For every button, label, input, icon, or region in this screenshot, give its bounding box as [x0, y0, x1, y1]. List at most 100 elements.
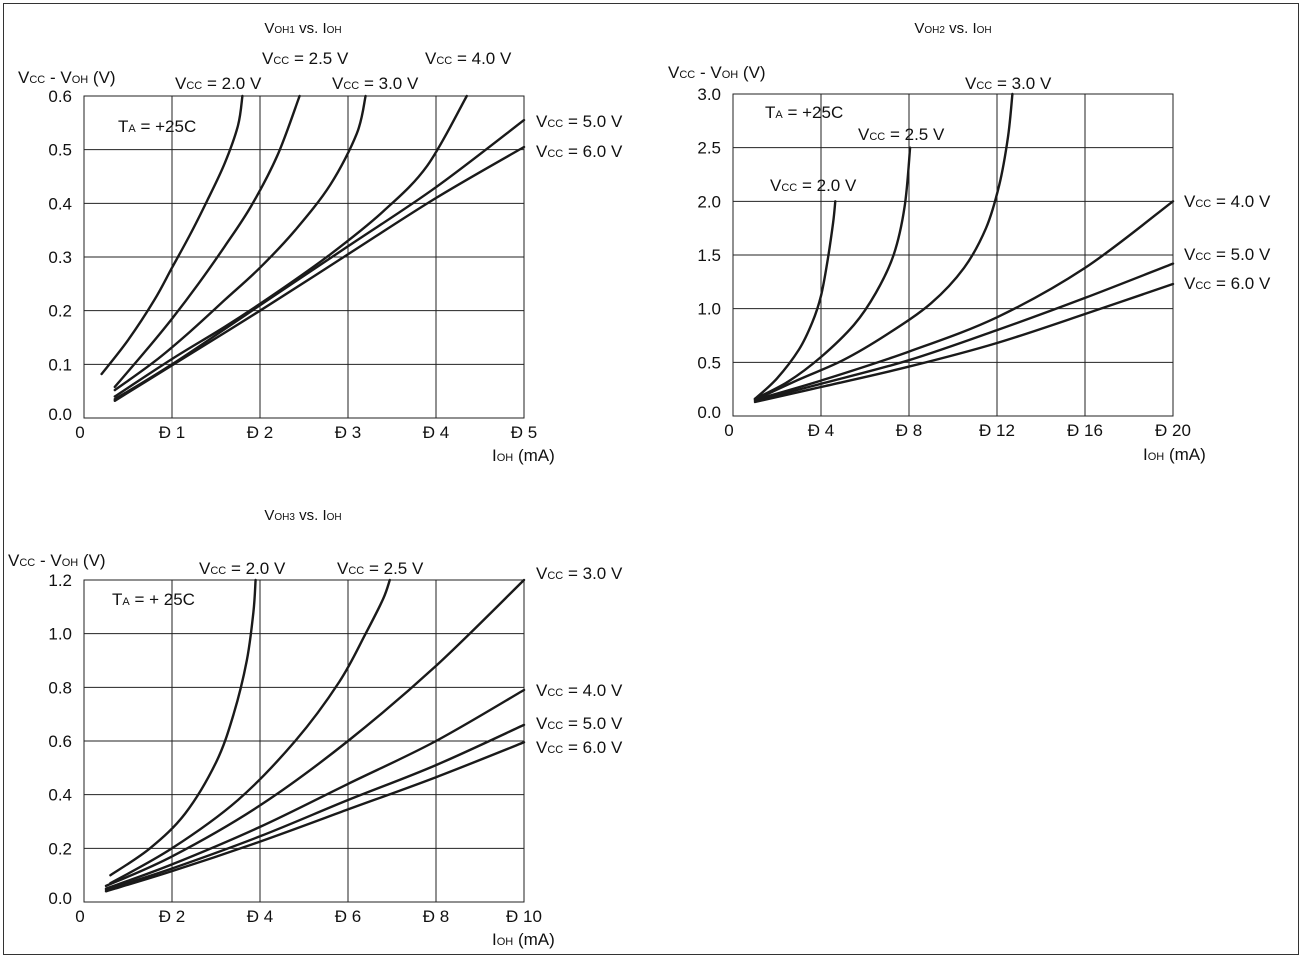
y-tick-label: 2.5 — [697, 139, 721, 158]
x-tick-label: Ð 2 — [159, 907, 185, 926]
series-line-vcc-30 — [753, 92, 1014, 402]
y-tick-label: 0.0 — [697, 403, 721, 422]
series-lines — [104, 578, 526, 893]
series-line-vcc-30 — [104, 578, 526, 888]
x-tick-label: Ð 4 — [808, 421, 834, 440]
ambient-temperature-note: TA = + 25C — [112, 590, 195, 609]
series-label: VCC = 2.0 V — [175, 74, 262, 93]
series-label: VCC = 6.0 V — [536, 142, 623, 161]
page-frame — [3, 3, 1299, 955]
series-label: VCC = 5.0 V — [536, 714, 623, 733]
series-line-vcc-25 — [753, 146, 912, 400]
series-line-vcc-40 — [113, 94, 468, 398]
x-tick-label: Ð 5 — [511, 423, 537, 442]
y-tick-label: 0.6 — [48, 87, 72, 106]
plot-grid — [83, 579, 525, 903]
y-tick-label: 3.0 — [697, 85, 721, 104]
series-line-vcc-25 — [113, 94, 301, 389]
axis-ticks: 0 Ð 1 Ð 2 Ð 3 Ð 4 Ð 5 0.0 0.1 0.2 0.3 0.4 0.5 0.6 — [48, 87, 537, 442]
series-line-vcc-20 — [109, 578, 257, 877]
chart-title: VOH3 vs. IOH — [264, 507, 341, 524]
series-lines — [753, 92, 1175, 404]
chart-voh3: VOH3 vs. IOH VCC - VOH (V) IOH (mA) TA =… — [8, 507, 623, 949]
series-label: VCC = 2.5 V — [337, 559, 424, 578]
series-line-vcc-60 — [104, 741, 526, 893]
x-tick-label: Ð 8 — [423, 907, 449, 926]
series-label: VCC = 5.0 V — [1184, 245, 1271, 264]
plot-grid — [83, 95, 525, 419]
series-line-vcc-50 — [104, 723, 526, 892]
y-tick-label: 0.6 — [48, 732, 72, 751]
y-tick-label: 1.5 — [697, 246, 721, 265]
x-tick-label: Ð 2 — [247, 423, 273, 442]
x-tick-label: Ð 20 — [1155, 421, 1191, 440]
y-tick-label: 0.4 — [48, 786, 72, 805]
y-tick-label: 0.5 — [48, 141, 72, 160]
y-tick-label: 0.4 — [48, 194, 72, 213]
y-tick-label: 1.0 — [697, 300, 721, 319]
x-tick-label: Ð 3 — [335, 423, 361, 442]
y-tick-label: 0.0 — [48, 889, 72, 908]
x-axis-label: IOH (mA) — [492, 930, 555, 949]
x-tick-label: Ð 1 — [159, 423, 185, 442]
y-tick-label: 1.0 — [48, 625, 72, 644]
series-line-vcc-40 — [753, 200, 1175, 402]
x-tick-label: 0 — [75, 423, 84, 442]
x-axis-label: IOH (mA) — [492, 446, 555, 465]
y-tick-label: 2.0 — [697, 192, 721, 211]
series-label: VCC = 4.0 V — [425, 49, 512, 68]
series-line-vcc-40 — [104, 688, 526, 890]
series-label: VCC = 2.0 V — [199, 559, 286, 578]
series-label: VCC = 2.5 V — [858, 125, 945, 144]
x-tick-label: Ð 10 — [506, 907, 542, 926]
series-label: VCC = 3.0 V — [536, 564, 623, 583]
series-line-vcc-25 — [109, 578, 391, 885]
series-line-vcc-20 — [100, 94, 244, 376]
chart-voh2: VOH2 vs. IOH VCC - VOH (V) IOH (mA) TA =… — [668, 20, 1271, 464]
series-line-vcc-60 — [113, 145, 526, 402]
series-line-vcc-20 — [753, 200, 837, 400]
y-axis-label: VCC - VOH (V) — [668, 63, 766, 82]
y-tick-label: 0.2 — [48, 839, 72, 858]
x-axis-label: IOH (mA) — [1143, 445, 1206, 464]
x-tick-label: 0 — [75, 907, 84, 926]
series-label: VCC = 2.0 V — [770, 176, 857, 195]
y-tick-label: 0.5 — [697, 353, 721, 372]
y-tick-label: 0.0 — [48, 405, 72, 424]
series-label: VCC = 3.0 V — [332, 74, 419, 93]
ambient-temperature-note: TA = +25C — [118, 117, 196, 136]
series-label: VCC = 6.0 V — [536, 738, 623, 757]
series-label: VCC = 3.0 V — [965, 74, 1052, 93]
y-tick-label: 1.2 — [48, 571, 72, 590]
ambient-temperature-note: TA = +25C — [765, 103, 843, 122]
series-label: VCC = 5.0 V — [536, 112, 623, 131]
chart-title: VOH2 vs. IOH — [914, 20, 991, 37]
series-labels: VCC = 2.0 V VCC = 2.5 V VCC = 3.0 V VCC = 4… — [770, 74, 1271, 293]
x-tick-label: Ð 8 — [896, 421, 922, 440]
chart-title: VOH1 vs. IOH — [264, 20, 341, 37]
series-label: VCC = 6.0 V — [1184, 274, 1271, 293]
plot-grid — [732, 93, 1174, 417]
series-labels: VCC = 2.0 V VCC = 2.5 V VCC = 3.0 V VCC = 4… — [199, 559, 623, 757]
y-tick-label: 0.3 — [48, 248, 72, 267]
x-tick-label: Ð 4 — [423, 423, 449, 442]
chart-voh1: VOH1 vs. IOH VCC - VOH (V) IOH (mA) TA =… — [18, 20, 623, 465]
y-tick-label: 0.1 — [48, 355, 72, 374]
y-tick-label: 0.2 — [48, 302, 72, 321]
series-label: VCC = 2.5 V — [262, 49, 349, 68]
series-line-vcc-60 — [753, 282, 1175, 404]
series-lines — [100, 94, 526, 402]
series-line-vcc-30 — [113, 94, 367, 392]
y-tick-label: 0.8 — [48, 678, 72, 697]
x-tick-label: Ð 16 — [1067, 421, 1103, 440]
axis-ticks: 0 Ð 2 Ð 4 Ð 6 Ð 8 Ð 10 0.0 0.2 0.4 0.6 0.8 1.0 1.2 — [48, 571, 542, 926]
x-tick-label: 0 — [724, 421, 733, 440]
y-axis-label: VCC - VOH (V) — [18, 68, 116, 87]
x-tick-label: Ð 6 — [335, 907, 361, 926]
series-label: VCC = 4.0 V — [1184, 192, 1271, 211]
series-label: VCC = 4.0 V — [536, 681, 623, 700]
x-tick-label: Ð 12 — [979, 421, 1015, 440]
y-axis-label: VCC - VOH (V) — [8, 551, 106, 570]
